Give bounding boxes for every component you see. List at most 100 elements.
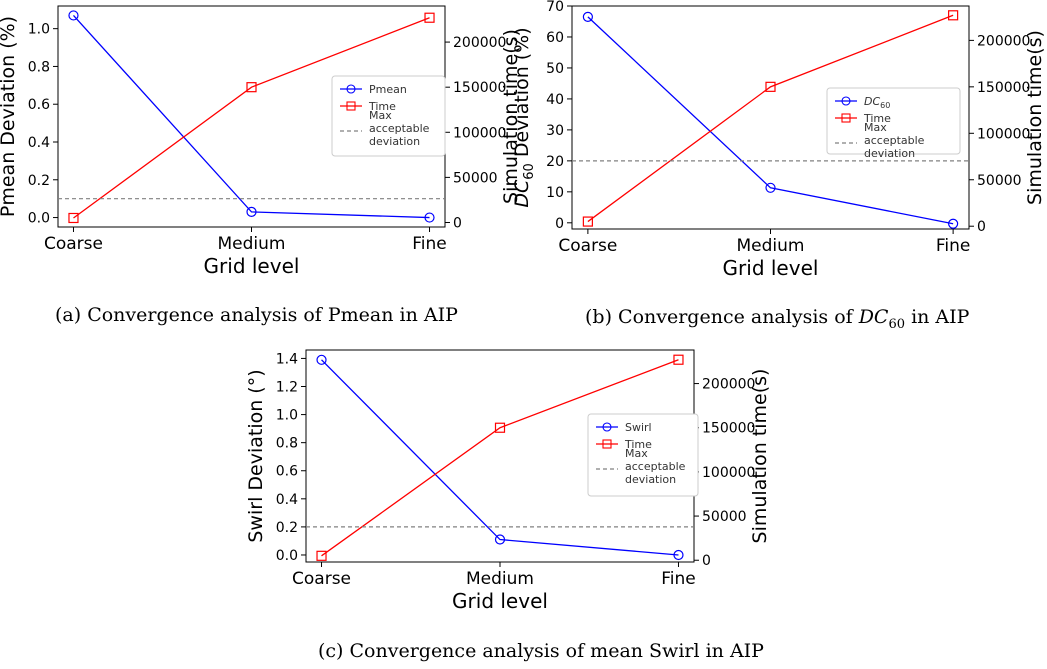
chart-a-left-tick-label: 0.0 — [28, 211, 50, 227]
caption-a-text: (a) Convergence analysis of Pmean in AIP — [55, 304, 458, 326]
chart-a-pmean-line — [72, 15, 430, 219]
chart-c-legend-label: Max — [625, 447, 648, 460]
chart-b-legend-label: acceptable — [864, 134, 925, 147]
chart-a-left-tick-label: 0.4 — [28, 135, 50, 151]
chart-a-legend-label: Time — [368, 100, 396, 113]
chart-a-left-tick-label: 0.8 — [28, 59, 50, 75]
chart-c-left-tick-label: 0.8 — [276, 436, 298, 452]
chart-b-x-tick-label: Fine — [936, 236, 971, 256]
chart-a-legend-label: Pmean — [369, 83, 407, 96]
chart-c-left-tick-label: 1.0 — [276, 408, 298, 424]
chart-b-left-tick-label: 20 — [546, 154, 564, 170]
chart-b-dc60-point — [765, 182, 776, 193]
caption-b-math: DC — [858, 306, 889, 328]
chart-b-legend-label-main: DC — [864, 95, 880, 108]
chart-a-pmean-point — [246, 206, 257, 217]
chart-a-x-tick-label: Medium — [218, 234, 286, 254]
chart-a-pmean-point — [424, 212, 435, 223]
chart-c-left-tick-label: 0.6 — [276, 464, 298, 480]
chart-c-right-tick-label: 200000 — [702, 377, 755, 393]
chart-b-right-tick-label: 200000 — [977, 33, 1030, 49]
chart-panel-a: 0.0 0.2 0.4 0.6 0.8 1.0 0 50000 100000 150000 2000… — [0, 0, 522, 280]
chart-c-swirl-point — [494, 534, 506, 545]
chart-b-legend-label: DC60 — [864, 95, 890, 110]
chart-a-right-tick-label: 200000 — [453, 35, 506, 51]
chart-c-legend-box — [587, 413, 699, 497]
chart-b-ylabel-left-sub: 60 — [522, 163, 537, 180]
chart-a-left-tick-label: 0.2 — [28, 173, 50, 189]
chart-panel-b: 0 10 20 30 40 50 60 70 0 50000 100000 150000 200000 C… — [511, 0, 1047, 280]
chart-b-left-tick-label: 10 — [546, 185, 564, 201]
chart-c-legend-label: Swirl — [625, 421, 652, 434]
chart-b-right-tick-label: 0 — [977, 219, 986, 235]
chart-b-legend-marker — [841, 96, 851, 106]
chart-a-time-point — [424, 12, 435, 23]
chart-c-swirl-point — [316, 354, 327, 365]
chart-a-left-tick-label: 0.6 — [28, 97, 50, 113]
chart-b-legend-label: Time — [863, 112, 891, 125]
chart-a-legend-label: Max — [369, 109, 392, 122]
chart-a-svg: 0.0 0.2 0.4 0.6 0.8 1.0 0 50000 100000 150000 2000… — [0, 5, 522, 278]
chart-b-dc60-point — [948, 218, 959, 229]
chart-b-ylabel-right: Simulation time(s) — [1024, 30, 1046, 205]
chart-b-right-tick-label: 50000 — [977, 173, 1022, 189]
chart-b-right-tick-label: 150000 — [977, 80, 1030, 96]
chart-a-legend-marker — [346, 84, 356, 94]
chart-b-ylabel-left-rest: Deviation (%) — [511, 27, 533, 163]
chart-a-legend-marker — [346, 101, 356, 111]
caption-b-sub: 60 — [888, 316, 906, 332]
chart-b-dc60-point — [582, 11, 593, 22]
chart-b-legend-label-sub: 60 — [880, 101, 890, 110]
chart-b-dc60-line — [587, 16, 954, 225]
chart-b-left-tick-label: 50 — [546, 61, 564, 77]
chart-c-swirl-point — [673, 549, 684, 561]
chart-c-legend-label: Time — [624, 438, 652, 451]
chart-c-left-tick-label: 1.4 — [276, 351, 298, 367]
chart-c-left-tick-label: 0.2 — [276, 520, 298, 536]
chart-b-left-tick-label: 60 — [546, 30, 564, 46]
chart-b-x-tick-label: Medium — [737, 236, 805, 256]
chart-a-time-point — [246, 82, 257, 93]
chart-c-legend-label: acceptable — [625, 460, 686, 473]
chart-b-time-point — [765, 81, 776, 92]
chart-a-legend-label: acceptable — [369, 122, 430, 135]
chart-b-svg: 0 10 20 30 40 50 60 70 0 50000 100000 150000 200000 C… — [511, 0, 1046, 280]
chart-c-legend-label: deviation — [625, 473, 676, 486]
chart-a-legend-label: deviation — [369, 135, 420, 148]
chart-c-time-point — [673, 354, 684, 365]
chart-c-right-tick-label: 50000 — [702, 509, 747, 525]
chart-c-legend-marker — [602, 439, 612, 449]
caption-a: (a) Convergence analysis of Pmean in AIP — [55, 304, 458, 326]
chart-c-ylabel-right: Simulation time(s) — [749, 369, 771, 544]
chart-b-ylabel-left-main: DC — [511, 179, 533, 208]
chart-c-right-tick-label: 0 — [702, 553, 711, 569]
caption-b: (b) Convergence analysis of DC60 in AIP — [585, 306, 969, 332]
chart-c-right-tick-label: 150000 — [702, 421, 755, 437]
caption-c-text: (c) Convergence analysis of mean Swirl i… — [318, 640, 764, 662]
chart-c-x-tick-label: Fine — [661, 569, 696, 589]
chart-a-xlabel: Grid level — [204, 254, 300, 278]
chart-b-left-tick-label: 30 — [546, 123, 564, 139]
chart-a-right-tick-label: 100000 — [453, 125, 506, 141]
chart-c-svg: 0.0 0.2 0.4 0.6 0.8 1.0 1.2 1.4 0 50000 100000 1500… — [245, 349, 771, 613]
chart-c-time-line — [321, 359, 679, 557]
chart-c-time-point — [494, 422, 506, 433]
chart-c-time-point — [316, 550, 327, 561]
chart-c-swirl-line — [321, 359, 679, 556]
chart-c-x-tick-label: Medium — [466, 569, 534, 589]
chart-c-left-tick-label: 0.0 — [276, 548, 298, 564]
chart-a-ylabel-left: Pmean Deviation (%) — [0, 16, 19, 217]
chart-a-legend-box — [331, 75, 446, 157]
chart-c-right-tick-label: 100000 — [702, 465, 755, 481]
chart-a-pmean-point — [68, 10, 79, 21]
chart-a-left-tick-label: 1.0 — [28, 22, 50, 38]
chart-a-right-tick-label: 150000 — [453, 80, 506, 96]
chart-a-right-tick-label: 0 — [453, 215, 462, 231]
chart-c-left-tick-label: 1.2 — [276, 380, 298, 396]
chart-b-left-tick-label: 70 — [546, 0, 564, 15]
chart-b-legend-label: Max — [864, 121, 887, 134]
chart-b-legend-marker — [841, 113, 851, 123]
caption-c: (c) Convergence analysis of mean Swirl i… — [318, 640, 764, 662]
chart-c-left-tick-label: 0.4 — [276, 492, 298, 508]
caption-b-suffix: in AIP — [905, 306, 970, 328]
